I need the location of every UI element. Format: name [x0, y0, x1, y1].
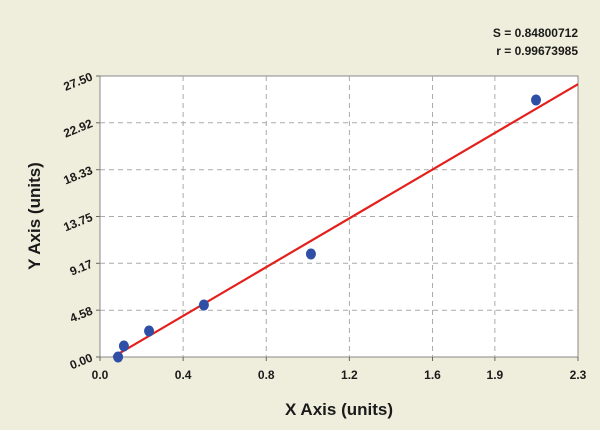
x-axis-title: X Axis (units): [285, 400, 393, 419]
fit-line: [112, 83, 579, 358]
x-tick-label: 1.9: [487, 368, 504, 382]
y-axis-title: Y Axis (units): [25, 162, 44, 270]
x-tick-label: 1.6: [424, 368, 441, 382]
x-tick-label: 0.0: [92, 368, 109, 382]
x-tick-label: 0.8: [258, 368, 275, 382]
data-point: [118, 340, 129, 352]
x-tick-label: 2.3: [570, 368, 587, 382]
annotation: r = 0.99673985: [496, 44, 578, 58]
annotation: S = 0.84800712: [493, 26, 578, 40]
data-point: [198, 299, 209, 311]
data-point: [531, 94, 542, 106]
data-point: [113, 351, 124, 363]
x-tick-label: 1.2: [341, 368, 358, 382]
x-tick-label: 0.4: [175, 368, 192, 382]
data-point: [305, 248, 316, 260]
data-point: [144, 325, 155, 337]
